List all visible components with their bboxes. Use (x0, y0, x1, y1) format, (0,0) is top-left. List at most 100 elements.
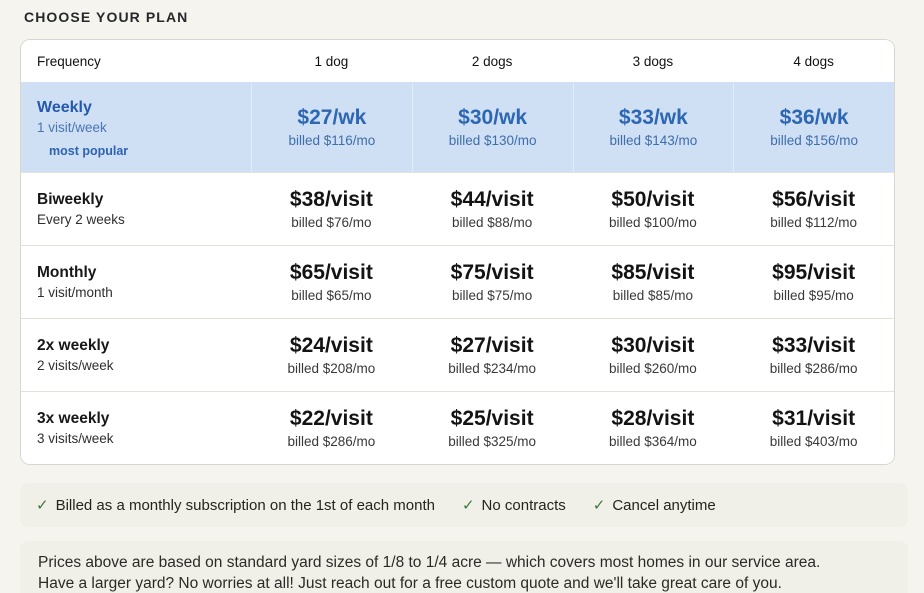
price-billed: billed $130/mo (448, 132, 537, 148)
benefits-bar: ✓ Billed as a monthly subscription on th… (20, 483, 908, 527)
page-title: CHOOSE YOUR PLAN (24, 9, 189, 25)
price-amount: $75/visit (450, 260, 534, 284)
plan-row-biweekly: Biweekly Every 2 weeks $38/visit billed … (21, 172, 894, 245)
plan-row-2x-weekly: 2x weekly 2 visits/week $24/visit billed… (21, 318, 894, 391)
plan-label-3x-weekly: 3x weekly 3 visits/week (21, 392, 251, 464)
plan-frequency-detail: 1 visit/week (37, 119, 107, 135)
column-header-1-dog: 1 dog (314, 53, 349, 69)
price-amount: $30/wk (458, 105, 528, 129)
price-cell-weekly-1-dog[interactable]: $27/wk billed $116/mo (251, 82, 412, 172)
note-line-1: Prices above are based on standard yard … (38, 554, 821, 571)
price-amount: $85/visit (611, 260, 695, 284)
price-amount: $27/wk (297, 105, 367, 129)
price-amount: $36/wk (779, 105, 849, 129)
price-cell-3x-weekly-3-dogs[interactable]: $28/visit billed $364/mo (573, 392, 734, 464)
column-header-2-dogs: 2 dogs (471, 53, 513, 69)
price-amount: $50/visit (611, 187, 695, 211)
price-billed: billed $156/mo (770, 132, 859, 148)
price-amount: $95/visit (772, 260, 856, 284)
price-amount: $25/visit (450, 406, 534, 430)
price-amount: $38/visit (289, 187, 373, 211)
plan-row-weekly: Weekly 1 visit/week most popular $27/wk … (21, 82, 894, 172)
price-cell-monthly-3-dogs[interactable]: $85/visit billed $85/mo (573, 246, 734, 318)
price-cell-biweekly-3-dogs[interactable]: $50/visit billed $100/mo (573, 173, 734, 245)
price-billed: billed $95/mo (773, 287, 854, 303)
price-billed: billed $85/mo (612, 287, 694, 303)
price-billed: billed $286/mo (769, 360, 858, 376)
plan-name: Biweekly (37, 191, 104, 208)
price-cell-weekly-4-dogs[interactable]: $36/wk billed $156/mo (733, 82, 894, 172)
yard-size-note: Prices above are based on standard yard … (20, 541, 908, 593)
price-cell-3x-weekly-1-dog[interactable]: $22/visit billed $286/mo (251, 392, 412, 464)
price-cell-3x-weekly-2-dogs[interactable]: $25/visit billed $325/mo (412, 392, 573, 464)
price-billed: billed $208/mo (287, 360, 376, 376)
price-cell-biweekly-4-dogs[interactable]: $56/visit billed $112/mo (733, 173, 894, 245)
price-cell-weekly-2-dogs[interactable]: $30/wk billed $130/mo (411, 82, 573, 172)
price-amount: $28/visit (611, 406, 695, 430)
pricing-table-header: Frequency 1 dog 2 dogs 3 dogs 4 dogs (21, 40, 894, 82)
plan-row-monthly: Monthly 1 visit/month $65/visit billed $… (21, 245, 894, 318)
checkmark-icon: ✓ (36, 497, 49, 514)
price-cell-2x-weekly-2-dogs[interactable]: $27/visit billed $234/mo (412, 319, 573, 391)
price-cell-3x-weekly-4-dogs[interactable]: $31/visit billed $403/mo (733, 392, 894, 464)
price-billed: billed $260/mo (608, 360, 697, 376)
price-cell-2x-weekly-4-dogs[interactable]: $33/visit billed $286/mo (733, 319, 894, 391)
most-popular-badge: most popular (49, 143, 129, 158)
price-cell-monthly-2-dogs[interactable]: $75/visit billed $75/mo (412, 246, 573, 318)
price-billed: billed $88/mo (451, 214, 533, 230)
plan-frequency-detail: 1 visit/month (37, 285, 113, 300)
plan-frequency-detail: 3 visits/week (37, 431, 114, 446)
checkmark-icon: ✓ (592, 497, 606, 514)
benefit-label: No contracts (481, 496, 566, 514)
price-amount: $33/wk (618, 105, 688, 129)
price-billed: billed $286/mo (287, 433, 376, 449)
plan-name: Monthly (37, 264, 97, 281)
price-billed: billed $234/mo (448, 360, 537, 376)
plan-label-weekly: Weekly 1 visit/week most popular (21, 82, 251, 172)
column-header-4-dogs: 4 dogs (793, 53, 834, 69)
price-cell-weekly-3-dogs[interactable]: $33/wk billed $143/mo (572, 82, 734, 172)
benefit-label: Billed as a monthly subscription on the … (55, 496, 435, 514)
checkmark-icon: ✓ (461, 497, 475, 514)
price-cell-2x-weekly-1-dog[interactable]: $24/visit billed $208/mo (251, 319, 412, 391)
price-billed: billed $76/mo (291, 214, 372, 230)
benefit-label: Cancel anytime (612, 496, 716, 514)
price-billed: billed $116/mo (288, 132, 376, 148)
price-amount: $27/visit (450, 333, 534, 357)
price-amount: $65/visit (289, 260, 373, 284)
price-cell-biweekly-1-dog[interactable]: $38/visit billed $76/mo (251, 173, 412, 245)
price-amount: $30/visit (611, 333, 695, 357)
plan-frequency-detail: 2 visits/week (37, 358, 114, 373)
pricing-table: Frequency 1 dog 2 dogs 3 dogs 4 dogs Wee… (20, 39, 895, 465)
price-billed: billed $364/mo (608, 433, 697, 449)
plan-name: 3x weekly (37, 410, 110, 427)
benefit-billing: ✓ Billed as a monthly subscription on th… (36, 496, 435, 515)
price-amount: $56/visit (772, 187, 856, 211)
price-billed: billed $403/mo (769, 433, 858, 449)
price-amount: $31/visit (772, 406, 856, 430)
plan-frequency-detail: Every 2 weeks (37, 212, 125, 227)
column-header-3-dogs: 3 dogs (632, 53, 674, 69)
price-cell-2x-weekly-3-dogs[interactable]: $30/visit billed $260/mo (573, 319, 734, 391)
price-amount: $22/visit (289, 406, 373, 430)
price-cell-biweekly-2-dogs[interactable]: $44/visit billed $88/mo (412, 173, 573, 245)
price-billed: billed $100/mo (608, 214, 697, 230)
plan-row-3x-weekly: 3x weekly 3 visits/week $22/visit billed… (21, 391, 894, 464)
price-amount: $44/visit (450, 187, 534, 211)
benefit-cancel-anytime: ✓ Cancel anytime (592, 496, 716, 515)
price-billed: billed $143/mo (609, 132, 698, 148)
column-header-frequency: Frequency (37, 53, 101, 69)
price-billed: billed $112/mo (770, 214, 858, 230)
plan-name: 2x weekly (37, 337, 110, 354)
price-billed: billed $65/mo (291, 287, 372, 303)
price-amount: $33/visit (772, 333, 856, 357)
plan-label-2x-weekly: 2x weekly 2 visits/week (21, 319, 251, 391)
benefit-no-contracts: ✓ No contracts (461, 496, 566, 515)
note-line-2: Have a larger yard? No worries at all! J… (38, 575, 782, 592)
plan-label-monthly: Monthly 1 visit/month (21, 246, 251, 318)
price-cell-monthly-4-dogs[interactable]: $95/visit billed $95/mo (733, 246, 894, 318)
price-cell-monthly-1-dog[interactable]: $65/visit billed $65/mo (251, 246, 412, 318)
plan-label-biweekly: Biweekly Every 2 weeks (21, 173, 251, 245)
plan-name: Weekly (37, 98, 92, 116)
price-billed: billed $325/mo (448, 433, 537, 449)
